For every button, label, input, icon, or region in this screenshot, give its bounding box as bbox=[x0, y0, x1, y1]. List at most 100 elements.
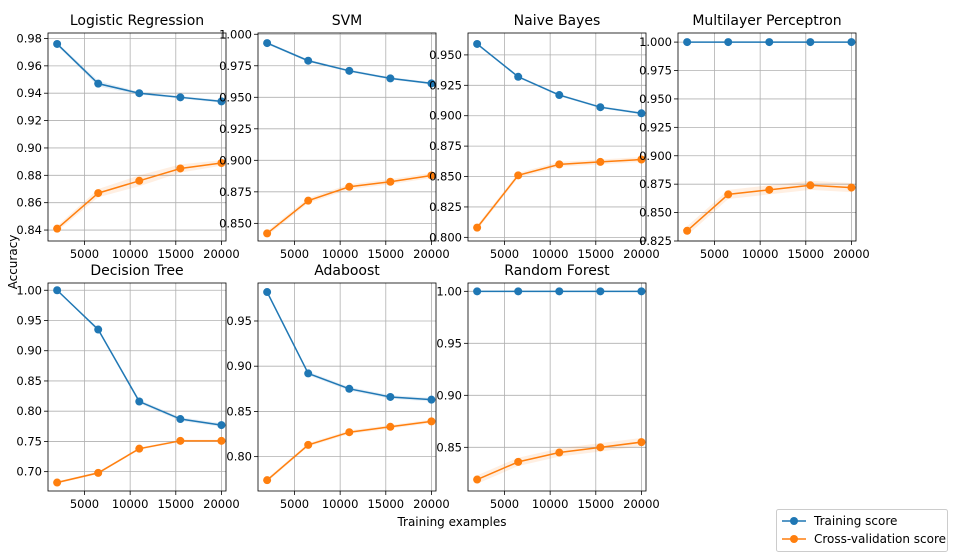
data-point bbox=[217, 159, 226, 167]
series-line bbox=[476, 158, 642, 229]
x-tick-label: 5000 bbox=[70, 497, 99, 511]
data-point bbox=[637, 287, 646, 296]
data-point bbox=[473, 39, 482, 48]
x-tick-label: 15000 bbox=[157, 497, 194, 511]
y-tick-label: 0.98 bbox=[16, 31, 42, 45]
data-point bbox=[94, 325, 103, 334]
data-point bbox=[596, 443, 605, 452]
y-tick-label: 0.900 bbox=[429, 109, 462, 123]
y-tick-label: 0.850 bbox=[429, 170, 462, 184]
legend-frame bbox=[776, 509, 948, 552]
data-point bbox=[514, 171, 523, 180]
data-point bbox=[847, 38, 856, 47]
y-tick-label: 0.96 bbox=[16, 59, 42, 73]
data-point bbox=[386, 422, 395, 431]
legend-training-label: Training score bbox=[813, 514, 897, 528]
y-tick-label: 0.85 bbox=[16, 374, 42, 388]
x-tick-label: 15000 bbox=[157, 247, 194, 261]
data-point bbox=[135, 176, 144, 185]
y-tick-label: 0.85 bbox=[436, 440, 462, 454]
data-point bbox=[263, 229, 272, 238]
data-point bbox=[555, 91, 564, 100]
x-tick-label: 5000 bbox=[280, 497, 309, 511]
data-point bbox=[94, 79, 103, 88]
axes-frame bbox=[467, 32, 647, 242]
subplot-naive-bayes: 5000 10000 15000 20000 0.800 0.825 0.850 0.875 0… bbox=[429, 13, 660, 261]
x-tick-label: 15000 bbox=[367, 247, 404, 261]
axes-frame bbox=[47, 282, 227, 492]
data-point bbox=[345, 182, 354, 191]
data-point bbox=[683, 226, 692, 235]
x-tick-label: 20000 bbox=[203, 497, 240, 511]
x-tick-label: 10000 bbox=[742, 247, 779, 261]
data-point bbox=[473, 475, 482, 484]
x-tick-label: 20000 bbox=[623, 497, 660, 511]
data-point bbox=[135, 444, 144, 453]
subplot-title: SVM bbox=[332, 13, 363, 29]
y-tick-label: 0.975 bbox=[219, 59, 252, 73]
data-point bbox=[514, 72, 523, 81]
data-point bbox=[806, 181, 815, 190]
y-tick-label: 0.925 bbox=[429, 78, 462, 92]
data-point bbox=[263, 476, 272, 485]
axes-frame bbox=[257, 32, 437, 242]
y-tick-label: 0.925 bbox=[639, 120, 672, 134]
series-band bbox=[57, 290, 222, 427]
y-tick-label: 0.90 bbox=[226, 359, 252, 373]
subplot-svm: 5000 10000 15000 20000 0.850 0.875 0.900 0.925 0… bbox=[219, 13, 450, 261]
x-tick-label: 10000 bbox=[532, 247, 569, 261]
x-tick-label: 5000 bbox=[490, 247, 519, 261]
data-point bbox=[386, 392, 395, 401]
y-tick-label: 0.90 bbox=[16, 141, 42, 155]
data-point bbox=[53, 478, 62, 487]
figure-xlabel: Training examples bbox=[396, 515, 506, 529]
data-point bbox=[263, 39, 272, 48]
x-tick-label: 10000 bbox=[532, 497, 569, 511]
data-point bbox=[304, 56, 313, 65]
y-tick-label: 0.95 bbox=[436, 336, 462, 350]
data-point bbox=[427, 171, 436, 180]
data-point bbox=[473, 287, 482, 296]
data-point bbox=[94, 189, 103, 198]
data-point bbox=[53, 39, 62, 48]
y-tick-label: 0.850 bbox=[219, 216, 252, 230]
figure-ylabel: Accuracy bbox=[6, 235, 20, 290]
data-point bbox=[847, 183, 856, 192]
y-tick-label: 1.000 bbox=[639, 35, 672, 49]
data-point bbox=[304, 196, 313, 205]
data-point bbox=[514, 457, 523, 466]
data-point bbox=[555, 287, 564, 296]
legend-cv-label: Cross-validation score bbox=[814, 532, 946, 546]
data-point bbox=[427, 79, 436, 88]
subplot-title: Decision Tree bbox=[90, 263, 183, 279]
series-line bbox=[266, 42, 432, 85]
data-point bbox=[473, 223, 482, 232]
data-point bbox=[637, 109, 646, 118]
data-point bbox=[427, 395, 436, 404]
y-tick-label: 0.850 bbox=[639, 206, 672, 220]
data-point bbox=[596, 287, 605, 296]
x-tick-label: 5000 bbox=[280, 247, 309, 261]
y-tick-label: 0.90 bbox=[436, 388, 462, 402]
y-tick-label: 0.88 bbox=[16, 168, 42, 182]
data-point bbox=[555, 160, 564, 169]
data-point bbox=[135, 89, 144, 98]
data-point bbox=[304, 369, 313, 378]
y-tick-label: 1.00 bbox=[436, 284, 462, 298]
data-point bbox=[765, 185, 774, 194]
data-point bbox=[176, 93, 185, 102]
series-band bbox=[267, 290, 432, 402]
legend: Training score Cross-validation score bbox=[776, 509, 948, 552]
series-line bbox=[56, 162, 222, 230]
data-point bbox=[806, 38, 815, 47]
y-tick-label: 0.85 bbox=[226, 404, 252, 418]
subplot-logistic-regression: 5000 10000 15000 20000 0.84 0.86 0.88 0.90 0.92 0… bbox=[16, 13, 239, 261]
subplot-multilayer-perceptron: 5000 10000 15000 20000 0.825 0.850 0.875 0.900 0… bbox=[639, 13, 870, 261]
y-tick-label: 0.94 bbox=[16, 86, 42, 100]
data-point bbox=[555, 448, 564, 457]
y-tick-label: 0.95 bbox=[16, 313, 42, 327]
x-tick-label: 20000 bbox=[833, 247, 870, 261]
x-tick-label: 15000 bbox=[367, 497, 404, 511]
data-point bbox=[345, 384, 354, 393]
